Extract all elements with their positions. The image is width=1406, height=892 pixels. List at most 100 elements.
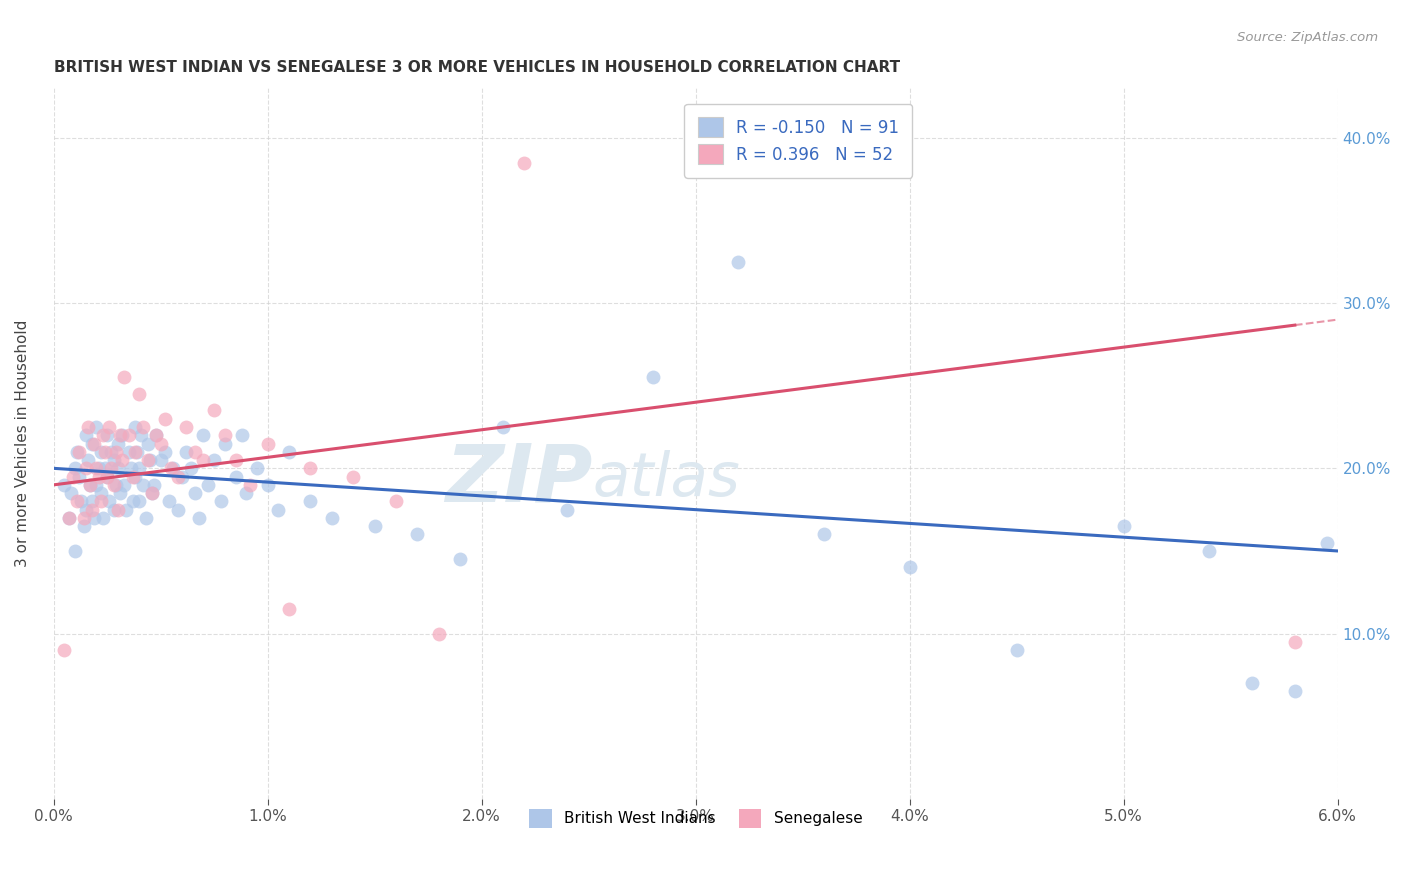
Point [166, 469, 188, 483]
Point [188, 511, 211, 525]
Point [321, 511, 343, 525]
Point [117, 428, 139, 442]
Point [197, 478, 219, 492]
Point [202, 403, 225, 417]
Point [96, 469, 118, 483]
Point [898, 560, 921, 574]
Point [107, 436, 129, 450]
Point [108, 486, 131, 500]
Point [231, 428, 253, 442]
Point [1240, 676, 1263, 690]
Point [385, 494, 408, 508]
Point [90, 445, 112, 459]
Point [363, 519, 385, 533]
Point [225, 453, 247, 467]
Point [103, 502, 125, 516]
Point [170, 469, 193, 483]
Point [100, 445, 122, 459]
Point [132, 478, 155, 492]
Point [513, 155, 536, 169]
Point [160, 461, 183, 475]
Point [166, 502, 188, 516]
Point [492, 420, 515, 434]
Point [91, 428, 114, 442]
Point [112, 370, 135, 384]
Point [136, 453, 159, 467]
Point [214, 436, 236, 450]
Point [449, 552, 471, 566]
Point [72, 519, 94, 533]
Point [58, 511, 80, 525]
Point [107, 461, 129, 475]
Point [117, 445, 139, 459]
Point [67, 469, 90, 483]
Point [90, 494, 112, 508]
Point [202, 453, 225, 467]
Point [111, 453, 134, 467]
Point [104, 445, 127, 459]
Point [63, 544, 86, 558]
Text: Source: ZipAtlas.com: Source: ZipAtlas.com [1237, 31, 1378, 45]
Point [103, 453, 125, 467]
Text: ZIP: ZIP [446, 440, 593, 518]
Point [124, 469, 146, 483]
Point [1284, 684, 1306, 698]
Point [128, 494, 150, 508]
Point [121, 469, 143, 483]
Point [180, 461, 202, 475]
Text: BRITISH WEST INDIAN VS SENEGALESE 3 OR MORE VEHICLES IN HOUSEHOLD CORRELATION CH: BRITISH WEST INDIAN VS SENEGALESE 3 OR M… [53, 60, 900, 75]
Point [104, 478, 127, 492]
Point [87, 461, 110, 475]
Point [184, 486, 207, 500]
Point [342, 469, 364, 483]
Point [193, 453, 215, 467]
Point [1316, 535, 1339, 549]
Point [135, 511, 157, 525]
Point [1112, 519, 1135, 533]
Point [256, 436, 278, 450]
Point [124, 445, 146, 459]
Point [62, 469, 84, 483]
Point [111, 428, 134, 442]
Point [174, 445, 197, 459]
Point [278, 445, 301, 459]
Point [299, 494, 322, 508]
Point [149, 436, 172, 450]
Point [125, 445, 148, 459]
Point [103, 478, 125, 492]
Point [108, 428, 131, 442]
Point [79, 478, 101, 492]
Legend: British West Indians, Senegalese: British West Indians, Senegalese [523, 803, 869, 834]
Point [214, 428, 236, 442]
Point [76, 453, 98, 467]
Point [58, 511, 80, 525]
Point [145, 428, 167, 442]
Point [555, 502, 578, 516]
Point [427, 626, 450, 640]
Text: atlas: atlas [593, 450, 741, 508]
Point [641, 370, 664, 384]
Point [96, 428, 118, 442]
Point [100, 461, 122, 475]
Point [406, 527, 429, 541]
Point [83, 436, 105, 450]
Point [98, 494, 121, 508]
Point [1005, 643, 1028, 657]
Point [66, 494, 89, 508]
Point [157, 494, 180, 508]
Point [174, 420, 197, 434]
Point [209, 494, 232, 508]
Point [86, 478, 108, 492]
Point [112, 478, 135, 492]
Point [1284, 635, 1306, 649]
Point [63, 461, 86, 475]
Point [53, 478, 76, 492]
Point [75, 461, 97, 475]
Point [124, 420, 146, 434]
Point [115, 502, 138, 516]
Y-axis label: 3 or more Vehicles in Household: 3 or more Vehicles in Household [15, 320, 30, 567]
Point [128, 461, 150, 475]
Point [141, 486, 163, 500]
Point [813, 527, 835, 541]
Point [278, 602, 301, 616]
